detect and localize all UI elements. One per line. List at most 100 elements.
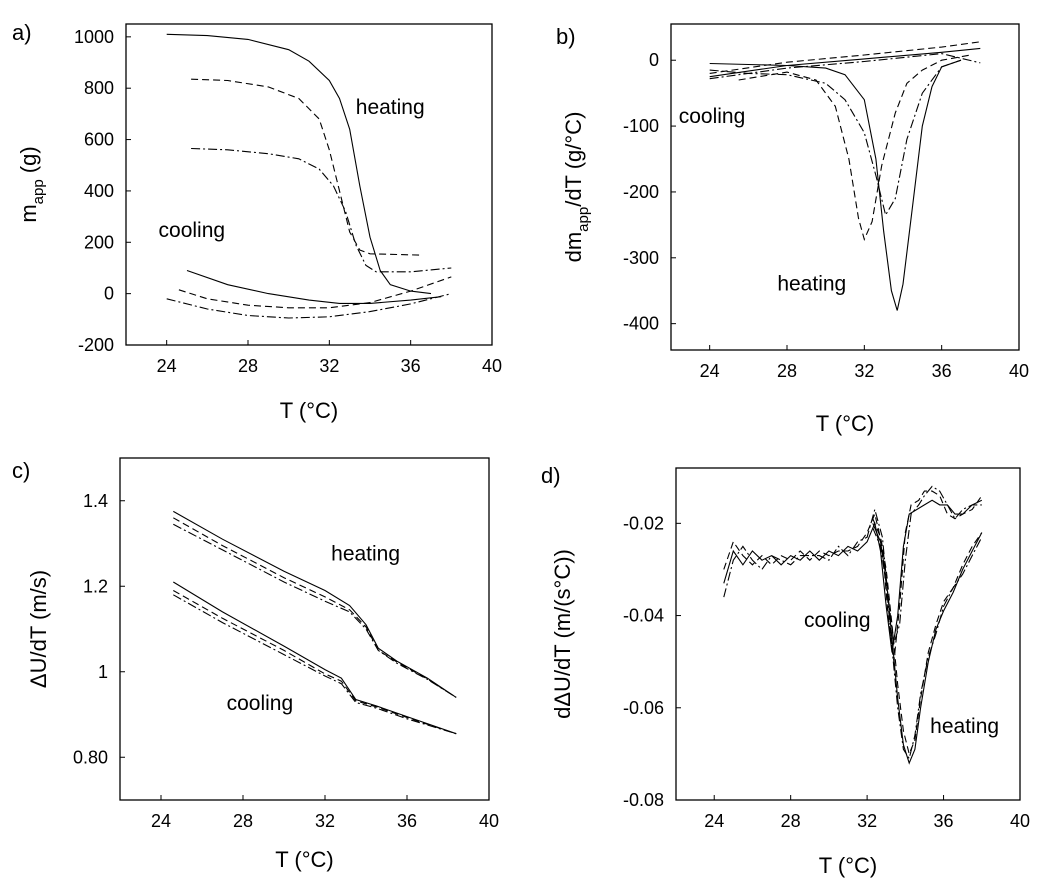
y-axis-title-main: m bbox=[16, 204, 41, 222]
plot-frame bbox=[670, 23, 1020, 351]
y-tick-label: 400 bbox=[84, 181, 114, 201]
series-line-solid bbox=[186, 269, 442, 304]
x-tick-label: 24 bbox=[700, 361, 720, 381]
series-line-solid bbox=[173, 581, 457, 735]
y-tick-label: 1.4 bbox=[83, 491, 108, 511]
panel-label: c) bbox=[12, 458, 30, 483]
panel-label: d) bbox=[541, 463, 561, 488]
y-tick-label: -200 bbox=[623, 182, 659, 202]
x-tick-label: 40 bbox=[482, 356, 502, 376]
panel-label: a) bbox=[12, 20, 32, 45]
annotation-cooling: cooling bbox=[804, 609, 871, 632]
y-tick-label: 0 bbox=[649, 50, 659, 70]
series-line-solid bbox=[709, 47, 981, 78]
series-line-solid bbox=[166, 33, 432, 295]
series-line-dashdot bbox=[709, 53, 981, 80]
x-tick-label: 28 bbox=[781, 811, 801, 831]
series-line-dashed bbox=[191, 78, 421, 256]
y-tick-label: -100 bbox=[623, 116, 659, 136]
y-axis-title-subscript: app bbox=[575, 207, 592, 232]
y-tick-label: 0.80 bbox=[73, 747, 108, 767]
x-axis-title: T (°C) bbox=[280, 398, 339, 423]
annotation-cooling: cooling bbox=[159, 219, 226, 242]
x-tick-label: 28 bbox=[233, 811, 253, 831]
x-tick-label: 24 bbox=[704, 811, 724, 831]
y-tick-label: -0.04 bbox=[623, 606, 664, 626]
series-line-dashed bbox=[872, 518, 983, 756]
x-tick-label: 32 bbox=[319, 356, 339, 376]
x-tick-label: 24 bbox=[151, 811, 171, 831]
series-line-dashed bbox=[738, 54, 971, 242]
plot-frame bbox=[675, 467, 1021, 801]
annotation-cooling: cooling bbox=[227, 692, 294, 715]
x-tick-label: 32 bbox=[857, 811, 877, 831]
x-axis-title: T (°C) bbox=[816, 411, 875, 436]
x-tick-label: 28 bbox=[238, 356, 258, 376]
series-line-dashdot bbox=[166, 293, 452, 319]
plot-frame bbox=[119, 457, 490, 801]
y-tick-label: 200 bbox=[84, 232, 114, 252]
y-axis-title-tail: (g) bbox=[16, 146, 41, 179]
y-axis-title: ΔU/dT (m/s) bbox=[26, 570, 51, 688]
x-tick-label: 40 bbox=[479, 811, 499, 831]
y-tick-label: -0.06 bbox=[623, 698, 664, 718]
y-axis-title-main: ΔU/dT (m/s) bbox=[26, 570, 51, 688]
panel-c: c) 24 28 32 36 40 0.80 1 1.2 1.4 T (°C) ΔU/dT (m/s)… bbox=[12, 457, 499, 872]
y-axis-title-main: dΔU/dT (m/(s°C)) bbox=[550, 549, 575, 719]
y-axis-title-tail: /dT (g/°C) bbox=[561, 112, 586, 207]
annotation-heating: heating bbox=[356, 96, 425, 119]
annotation-cooling: cooling bbox=[679, 105, 746, 128]
series-line-dashed bbox=[723, 490, 983, 662]
series-line-dashdot bbox=[709, 59, 962, 217]
y-tick-label: -200 bbox=[78, 335, 114, 355]
y-tick-label: -400 bbox=[623, 314, 659, 334]
series-line-dashdot bbox=[872, 527, 983, 760]
y-tick-label: 800 bbox=[84, 78, 114, 98]
y-axis-title-subscript: app bbox=[30, 179, 47, 204]
x-tick-label: 32 bbox=[854, 361, 874, 381]
y-axis-title: mapp (g) bbox=[16, 146, 47, 222]
y-axis-title: dΔU/dT (m/(s°C)) bbox=[550, 549, 575, 719]
series-line-dashdot bbox=[173, 523, 457, 698]
series-line-dashed bbox=[173, 590, 457, 735]
series-line-solid bbox=[709, 59, 962, 311]
x-tick-label: 36 bbox=[932, 361, 952, 381]
series-line-dashdot bbox=[723, 485, 982, 644]
annotation-heating: heating bbox=[331, 543, 400, 566]
y-tick-label: -0.02 bbox=[623, 513, 664, 533]
x-tick-label: 40 bbox=[1009, 361, 1029, 381]
series-line-solid bbox=[173, 510, 457, 698]
y-tick-label: 600 bbox=[84, 130, 114, 150]
y-axis-title: dmapp/dT (g/°C) bbox=[561, 112, 592, 263]
panel-d: d) 24 28 32 36 40 -0.08 -0.06 -0.04 -0.02 T (°C) dΔ… bbox=[541, 463, 1030, 878]
series-line-dashdot bbox=[173, 594, 457, 735]
y-tick-label: -0.08 bbox=[623, 790, 664, 810]
plot-frame bbox=[125, 23, 493, 346]
series-line-dashdot bbox=[191, 147, 452, 273]
annotation-heating: heating bbox=[930, 715, 999, 738]
x-tick-label: 36 bbox=[397, 811, 417, 831]
panel-b: b) 24 28 32 36 40 -400 -300 -200 -100 0 T (°C) dmapp… bbox=[556, 23, 1029, 436]
x-tick-label: 24 bbox=[157, 356, 177, 376]
y-tick-label: 1.2 bbox=[83, 576, 108, 596]
y-tick-label: 1000 bbox=[74, 27, 114, 47]
series-line-solid bbox=[723, 499, 983, 653]
series-line-dashed bbox=[709, 41, 981, 74]
y-axis-title-main: dm bbox=[561, 232, 586, 263]
series-line-dashed bbox=[178, 276, 452, 309]
annotation-heating: heating bbox=[777, 273, 846, 296]
y-tick-label: 0 bbox=[104, 284, 114, 304]
panel-a: a) 24 28 32 36 40 -200 0 200 400 600 800 1000 T (°C) m… bbox=[12, 20, 502, 423]
x-tick-label: 32 bbox=[315, 811, 335, 831]
y-tick-label: 1 bbox=[98, 662, 108, 682]
series-line-dashed bbox=[173, 517, 457, 698]
y-tick-label: -300 bbox=[623, 248, 659, 268]
x-tick-label: 36 bbox=[401, 356, 421, 376]
x-axis-title: T (°C) bbox=[819, 853, 878, 878]
x-tick-label: 36 bbox=[934, 811, 954, 831]
panel-label: b) bbox=[556, 24, 576, 49]
x-tick-label: 40 bbox=[1010, 811, 1030, 831]
x-axis-title: T (°C) bbox=[275, 847, 334, 872]
x-tick-label: 28 bbox=[777, 361, 797, 381]
